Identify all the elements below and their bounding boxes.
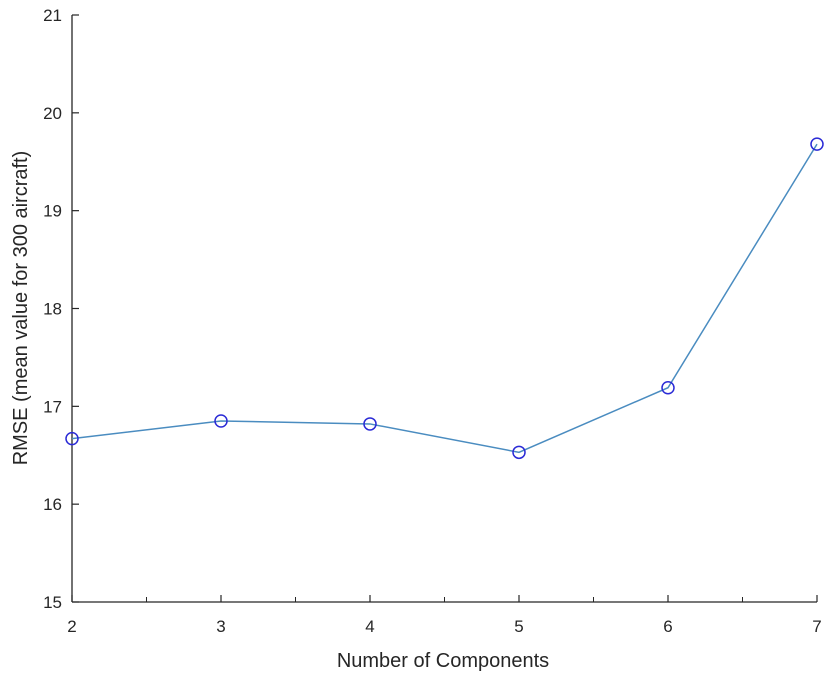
x-tick-label: 4	[365, 617, 374, 636]
series-group	[65, 137, 824, 460]
y-tick-label: 18	[43, 300, 62, 319]
data-point-marker	[661, 380, 675, 395]
axes	[71, 15, 817, 603]
y-tick-label: 17	[43, 397, 62, 416]
x-tick-labels: 2 3 4 5 6 7	[67, 617, 821, 636]
x-tick-label: 6	[663, 617, 672, 636]
x-tick-label: 7	[812, 617, 821, 636]
series-line	[71, 143, 818, 454]
data-point-marker	[512, 445, 526, 460]
y-tick-label: 16	[43, 495, 62, 514]
data-point-marker	[810, 137, 824, 151]
y-tick-labels: 15 16 17 18 19 20 21	[43, 6, 62, 612]
tick-marks	[71, 14, 818, 603]
y-tick-label: 15	[43, 593, 62, 612]
data-point-marker	[214, 414, 228, 428]
y-tick-label: 21	[43, 6, 62, 25]
data-point-marker	[65, 431, 79, 446]
x-tick-label: 3	[216, 617, 225, 636]
y-tick-label: 19	[43, 202, 62, 221]
x-tick-label: 2	[67, 617, 76, 636]
y-tick-label: 20	[43, 104, 62, 123]
data-point-marker	[363, 417, 377, 431]
y-axis-label: RMSE (mean value for 300 aircraft)	[10, 151, 32, 466]
x-axis-label: Number of Components	[337, 650, 549, 672]
x-tick-label: 5	[514, 617, 523, 636]
